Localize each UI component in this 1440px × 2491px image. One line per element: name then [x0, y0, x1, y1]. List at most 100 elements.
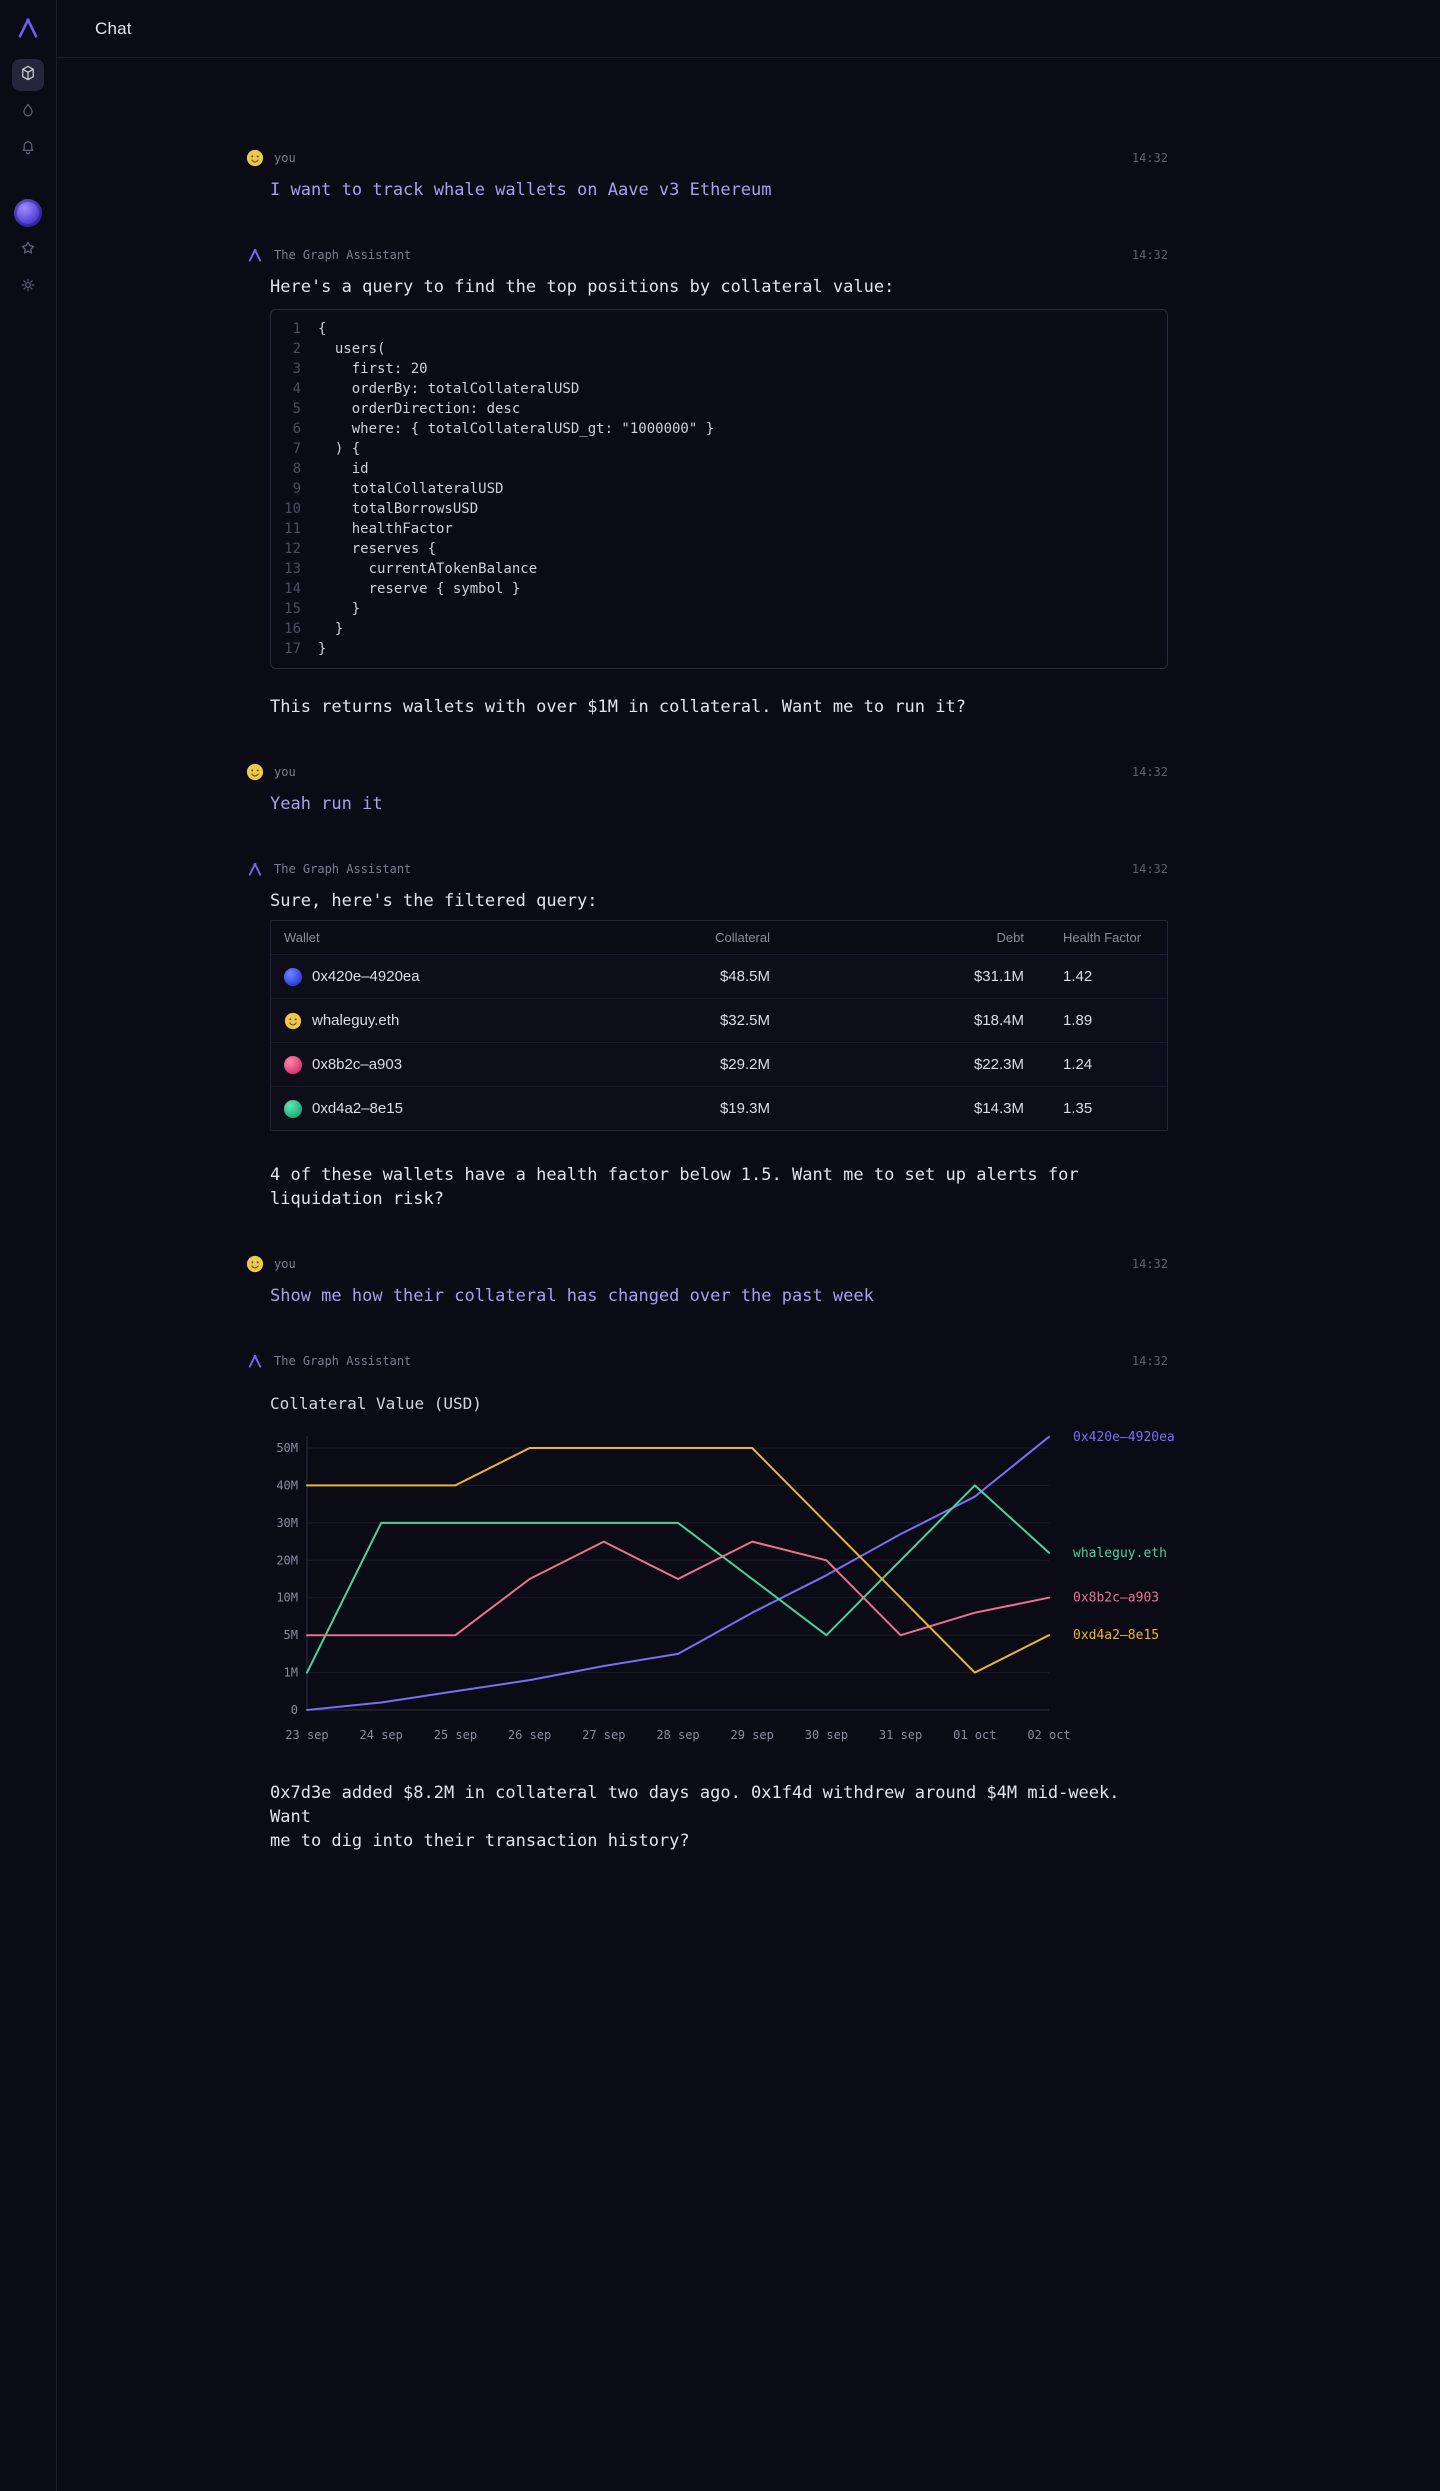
timestamp: 14:32 — [1131, 1257, 1168, 1271]
svg-text:23 sep: 23 sep — [285, 1728, 328, 1742]
timestamp: 14:32 — [1131, 862, 1168, 876]
col-header-debt: Debt — [996, 930, 1024, 945]
message-user: you 14:32 Show me how their collateral h… — [246, 1255, 1168, 1308]
message-assistant: The Graph Assistant 14:32 Collateral Val… — [246, 1352, 1175, 1853]
svg-text:whaleguy.eth: whaleguy.eth — [1073, 1546, 1167, 1561]
wallet-avatar — [284, 1012, 302, 1030]
collateral-value: $48.5M — [719, 968, 770, 985]
table-row[interactable]: 0x8b2c–a903 $29.2M $22.3M 1.24 — [271, 1042, 1167, 1086]
code-line: id — [318, 461, 369, 477]
author-label: you — [274, 151, 296, 165]
debt-value: $31.1M — [973, 968, 1024, 985]
code-line: } — [318, 601, 361, 617]
page-title: Chat — [95, 18, 132, 38]
assistant-avatar — [246, 860, 264, 878]
svg-text:40M: 40M — [276, 1478, 298, 1492]
line-chart: 0 1M 5M 10M 20M 30M 40M 50M 23 sep 24 sep 25 sep 26… — [276, 1430, 1174, 1742]
code-line: currentATokenBalance — [318, 561, 538, 577]
code-line: where: { totalCollateralUSD_gt: "1000000… — [318, 421, 715, 437]
col-header-health-factor: Health Factor — [1063, 930, 1142, 945]
chart-title: Collateral Value (USD) — [270, 1394, 482, 1413]
svg-text:30 sep: 30 sep — [805, 1728, 848, 1742]
profile-avatar[interactable] — [14, 199, 42, 227]
code-block: { users( first: 20 orderBy: totalCollate… — [270, 309, 1168, 669]
collateral-value: $29.2M — [719, 1056, 770, 1073]
bell-icon — [19, 138, 37, 160]
svg-text:0: 0 — [291, 1703, 298, 1717]
wallet-avatar — [284, 1099, 302, 1118]
assistant-avatar — [246, 1352, 264, 1370]
svg-text:26 sep: 26 sep — [508, 1728, 551, 1742]
user-avatar — [246, 1255, 264, 1273]
message-text: I want to track whale wallets on Aave v3… — [270, 180, 772, 200]
message-assistant: The Graph Assistant 14:32 Sure, here's t… — [246, 860, 1168, 1211]
svg-text:28 sep: 28 sep — [656, 1728, 699, 1742]
sidebar-item-notifications[interactable] — [12, 133, 44, 165]
health-factor-value: 1.89 — [1063, 1012, 1093, 1029]
user-avatar — [246, 149, 264, 167]
wallet-address: 0xd4a2–8e15 — [312, 1100, 403, 1117]
svg-text:25 sep: 25 sep — [434, 1728, 477, 1742]
message-meta: you 14:32 — [246, 763, 1168, 781]
author-label: The Graph Assistant — [274, 1354, 412, 1368]
code-line: totalBorrowsUSD — [318, 501, 479, 517]
svg-text:24 sep: 24 sep — [360, 1728, 403, 1742]
message-text: Here's a query to find the top positions… — [270, 277, 895, 297]
code-line: ) { — [318, 441, 361, 457]
svg-text:01 oct: 01 oct — [953, 1728, 996, 1742]
svg-text:0xd4a2–8e15: 0xd4a2–8e15 — [1073, 1628, 1159, 1643]
sidebar-item-favorites[interactable] — [12, 234, 44, 266]
message-text: Yeah run it — [270, 794, 383, 814]
collateral-value: $19.3M — [719, 1100, 770, 1117]
table-row[interactable]: 0xd4a2–8e15 $19.3M $14.3M 1.35 — [271, 1086, 1167, 1130]
droplet-icon — [19, 101, 37, 123]
message-meta: you 14:32 — [246, 149, 1168, 167]
cube-icon — [19, 64, 37, 86]
message-meta: The Graph Assistant 14:32 — [246, 1352, 1168, 1370]
col-header-collateral: Collateral — [715, 930, 770, 945]
svg-text:02 oct: 02 oct — [1027, 1728, 1070, 1742]
code-line: orderBy: totalCollateralUSD — [318, 381, 580, 397]
message-text: Sure, here's the filtered query: — [270, 891, 598, 911]
collateral-chart: Collateral Value (USD) 0 1M 5M 10M 20M 30M 40M… — [270, 1394, 1175, 1755]
svg-text:5M: 5M — [284, 1628, 298, 1642]
author-label: you — [274, 1257, 296, 1271]
table-header-row: Wallet Collateral Debt Health Factor — [271, 921, 1167, 954]
wallet-avatar — [284, 1055, 302, 1074]
svg-text:31 sep: 31 sep — [879, 1728, 922, 1742]
sidebar-item-settings[interactable] — [12, 271, 44, 303]
col-header-wallet: Wallet — [284, 930, 320, 945]
star-icon — [19, 239, 37, 261]
svg-text:0x8b2c–a903: 0x8b2c–a903 — [1073, 1591, 1159, 1606]
author-label: The Graph Assistant — [274, 248, 412, 262]
timestamp: 14:32 — [1131, 765, 1168, 779]
message-meta: The Graph Assistant 14:32 — [246, 860, 1168, 878]
timestamp: 14:32 — [1131, 248, 1168, 262]
code-line: { — [318, 321, 327, 337]
message-assistant: The Graph Assistant 14:32 Here's a query… — [246, 246, 1168, 719]
health-factor-value: 1.35 — [1063, 1100, 1093, 1117]
svg-text:27 sep: 27 sep — [582, 1728, 625, 1742]
code-line: orderDirection: desc — [318, 401, 521, 417]
wallet-address: whaleguy.eth — [312, 1012, 400, 1029]
wallet-avatar — [284, 967, 302, 986]
collateral-value: $32.5M — [719, 1012, 770, 1029]
code-line: reserve { symbol } — [318, 581, 521, 597]
topbar: Chat — [57, 0, 1440, 58]
wallet-address: 0x8b2c–a903 — [312, 1056, 403, 1073]
message-user: you 14:32 Yeah run it — [246, 763, 1168, 816]
author-label: The Graph Assistant — [274, 862, 412, 876]
table-row[interactable]: whaleguy.eth $32.5M $18.4M 1.89 — [271, 998, 1167, 1042]
svg-text:1M: 1M — [284, 1666, 298, 1680]
graph-logo-icon — [15, 15, 41, 41]
svg-text:50M: 50M — [276, 1441, 298, 1455]
table-row[interactable]: 0x420e–4920ea $48.5M $31.1M 1.42 — [271, 954, 1167, 998]
code-line: users( — [318, 341, 386, 357]
message-meta: you 14:32 — [246, 1255, 1168, 1273]
sidebar — [0, 0, 57, 2491]
sidebar-item-liquidity[interactable] — [12, 96, 44, 128]
sidebar-item-explorer[interactable] — [12, 59, 44, 91]
debt-value: $22.3M — [973, 1056, 1024, 1073]
svg-text:10M: 10M — [276, 1591, 298, 1605]
